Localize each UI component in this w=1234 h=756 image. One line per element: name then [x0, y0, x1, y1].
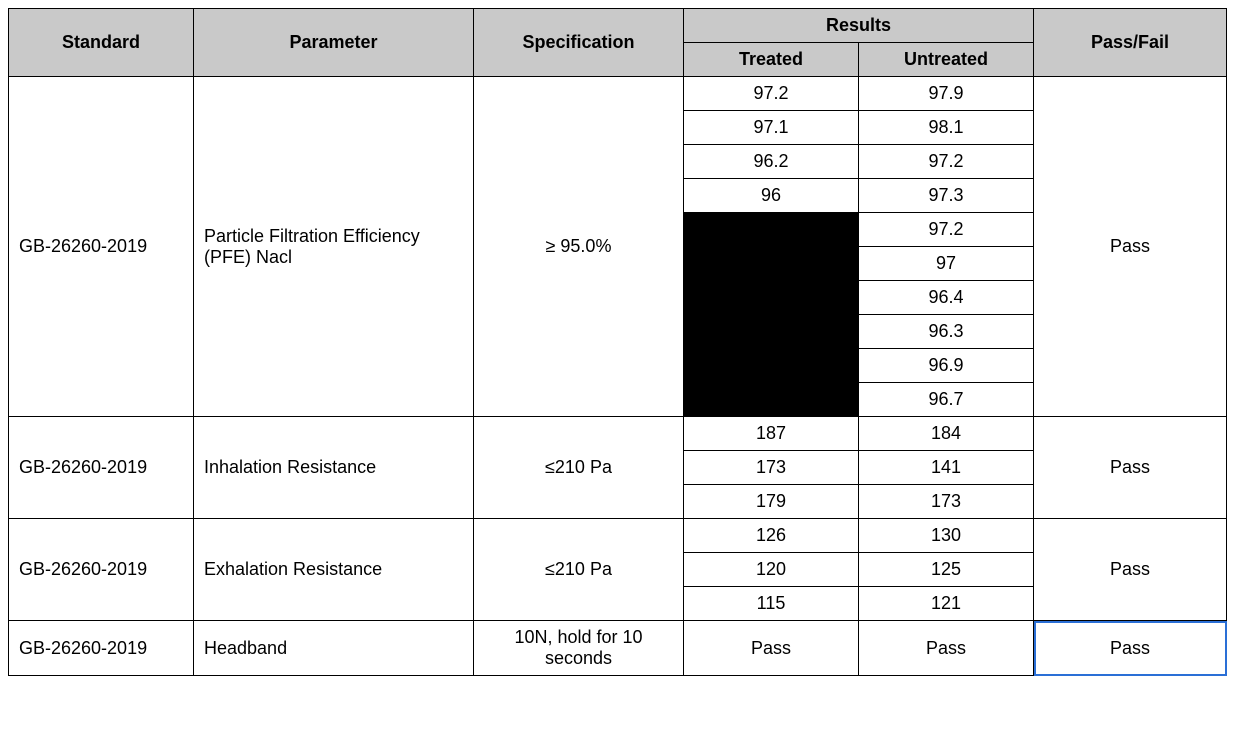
cell-standard: GB-26260-2019	[9, 519, 194, 621]
cell-untreated: 121	[859, 587, 1034, 621]
cell-treated: 115	[684, 587, 859, 621]
cell-untreated: 173	[859, 485, 1034, 519]
cell-untreated: Pass	[859, 621, 1034, 676]
cell-untreated: 97.2	[859, 213, 1034, 247]
cell-passfail: Pass	[1034, 417, 1227, 519]
cell-treated: Pass	[684, 621, 859, 676]
cell-untreated: 184	[859, 417, 1034, 451]
cell-passfail: Pass	[1034, 519, 1227, 621]
cell-treated-redacted	[684, 383, 859, 417]
table-header: Standard Parameter Specification Results…	[9, 9, 1227, 77]
table-row: GB-26260-2019Exhalation Resistance≤210 P…	[9, 519, 1227, 553]
cell-treated: 187	[684, 417, 859, 451]
col-header-results: Results	[684, 9, 1034, 43]
cell-untreated: 130	[859, 519, 1034, 553]
cell-specification: ≤210 Pa	[474, 417, 684, 519]
cell-treated-redacted	[684, 349, 859, 383]
cell-untreated: 96.4	[859, 281, 1034, 315]
table-body: GB-26260-2019Particle Filtration Efficie…	[9, 77, 1227, 676]
col-header-treated: Treated	[684, 43, 859, 77]
cell-untreated: 96.9	[859, 349, 1034, 383]
table-row: GB-26260-2019Inhalation Resistance≤210 P…	[9, 417, 1227, 451]
cell-untreated: 96.7	[859, 383, 1034, 417]
cell-parameter: Inhalation Resistance	[194, 417, 474, 519]
results-table: Standard Parameter Specification Results…	[8, 8, 1227, 676]
cell-treated: 96.2	[684, 145, 859, 179]
cell-treated-redacted	[684, 315, 859, 349]
cell-treated: 96	[684, 179, 859, 213]
cell-treated-redacted	[684, 281, 859, 315]
cell-passfail: Pass	[1034, 621, 1227, 676]
cell-treated-redacted	[684, 247, 859, 281]
cell-untreated: 97	[859, 247, 1034, 281]
cell-parameter: Exhalation Resistance	[194, 519, 474, 621]
cell-untreated: 141	[859, 451, 1034, 485]
cell-passfail: Pass	[1034, 77, 1227, 417]
col-header-standard: Standard	[9, 9, 194, 77]
cell-parameter: Particle Filtration Efficiency (PFE) Nac…	[194, 77, 474, 417]
cell-specification: ≥ 95.0%	[474, 77, 684, 417]
cell-treated: 97.1	[684, 111, 859, 145]
cell-untreated: 97.2	[859, 145, 1034, 179]
col-header-passfail: Pass/Fail	[1034, 9, 1227, 77]
cell-treated: 173	[684, 451, 859, 485]
cell-untreated: 125	[859, 553, 1034, 587]
cell-specification: 10N, hold for 10 seconds	[474, 621, 684, 676]
col-header-specification: Specification	[474, 9, 684, 77]
cell-standard: GB-26260-2019	[9, 417, 194, 519]
table-row: GB-26260-2019Headband10N, hold for 10 se…	[9, 621, 1227, 676]
cell-treated-redacted	[684, 213, 859, 247]
table-row: GB-26260-2019Particle Filtration Efficie…	[9, 77, 1227, 111]
cell-untreated: 98.1	[859, 111, 1034, 145]
cell-treated: 179	[684, 485, 859, 519]
col-header-parameter: Parameter	[194, 9, 474, 77]
cell-treated: 120	[684, 553, 859, 587]
cell-standard: GB-26260-2019	[9, 621, 194, 676]
cell-treated: 97.2	[684, 77, 859, 111]
cell-parameter: Headband	[194, 621, 474, 676]
cell-treated: 126	[684, 519, 859, 553]
cell-specification: ≤210 Pa	[474, 519, 684, 621]
cell-standard: GB-26260-2019	[9, 77, 194, 417]
col-header-untreated: Untreated	[859, 43, 1034, 77]
cell-untreated: 97.3	[859, 179, 1034, 213]
cell-untreated: 96.3	[859, 315, 1034, 349]
cell-untreated: 97.9	[859, 77, 1034, 111]
